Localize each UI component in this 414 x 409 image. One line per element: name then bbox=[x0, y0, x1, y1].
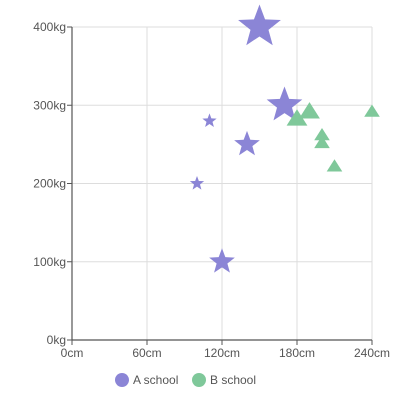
legend-label: A school bbox=[133, 373, 178, 387]
y-tick-label: 200kg bbox=[33, 177, 66, 191]
a-school-point[interactable] bbox=[238, 4, 281, 46]
a-school-point[interactable] bbox=[234, 130, 260, 156]
legend-swatch bbox=[115, 373, 129, 387]
a-school-point[interactable] bbox=[209, 248, 235, 273]
b-school-point[interactable] bbox=[326, 159, 343, 172]
x-tick-label: 60cm bbox=[132, 346, 161, 360]
b-school-point[interactable] bbox=[299, 102, 320, 119]
axes bbox=[67, 26, 373, 345]
legend-item-a-school[interactable]: A school bbox=[115, 373, 178, 387]
a-school-point[interactable] bbox=[189, 176, 205, 190]
y-tick-label: 400kg bbox=[33, 20, 66, 34]
tick-labels: 0cm 60cm 120cm 180cm 240cm 0kg 100kg 200kg 300kg… bbox=[33, 20, 390, 360]
x-tick-label: 0cm bbox=[61, 346, 84, 360]
a-school-point[interactable] bbox=[266, 86, 303, 121]
grid-lines bbox=[72, 26, 373, 340]
y-tick-label: 300kg bbox=[33, 98, 66, 112]
x-tick-label: 240cm bbox=[354, 346, 390, 360]
legend[interactable]: A school B school bbox=[115, 373, 256, 387]
y-tick-label: 100kg bbox=[33, 255, 66, 269]
legend-item-b-school[interactable]: B school bbox=[192, 373, 256, 387]
a-school-point[interactable] bbox=[202, 113, 217, 127]
data-points bbox=[189, 4, 380, 273]
legend-label: B school bbox=[210, 373, 256, 387]
x-tick-label: 120cm bbox=[204, 346, 240, 360]
b-school-point[interactable] bbox=[314, 127, 330, 141]
x-tick-label: 180cm bbox=[279, 346, 315, 360]
legend-swatch bbox=[192, 373, 206, 387]
b-school-point[interactable] bbox=[286, 109, 308, 126]
y-tick-label: 0kg bbox=[47, 333, 66, 347]
b-school-point[interactable] bbox=[314, 135, 330, 149]
b-school-point[interactable] bbox=[364, 104, 380, 117]
